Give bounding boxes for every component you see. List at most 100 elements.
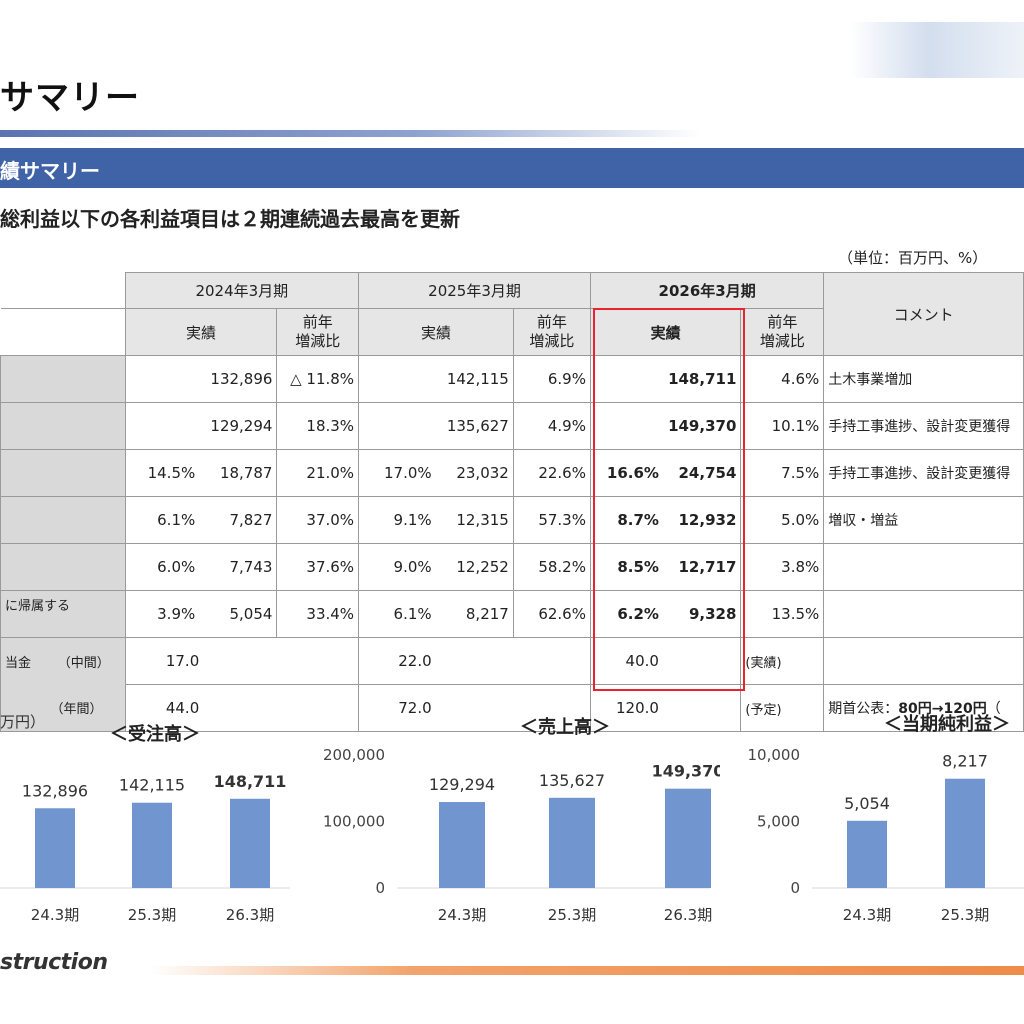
comment-cell <box>823 590 1024 638</box>
value-2026: 12,717 <box>662 543 742 591</box>
ratio-2025: 9.0% <box>358 543 436 591</box>
data-label: 149,370 <box>652 762 720 781</box>
value-2024: 5,054 <box>199 590 278 638</box>
data-label: 142,115 <box>119 776 185 795</box>
bar <box>132 802 172 888</box>
corner-cell <box>0 272 126 309</box>
table-row: 132,896 △ 11.8% 142,115 6.9% 148,711 4.6% 土木事業… <box>0 355 1024 403</box>
category-label: 24.3期 <box>438 906 486 924</box>
bar <box>230 798 270 888</box>
bar <box>945 778 985 888</box>
value-2025: 12,252 <box>435 543 514 591</box>
ratio-2026: 6.2% <box>589 590 663 638</box>
highlight-frame-2026 <box>593 308 745 691</box>
yoy-2026: 13.5% <box>740 590 825 638</box>
headline: 総利益以下の各利益項目は２期連続過去最高を更新 <box>0 207 460 231</box>
dividend-annual-2026: 120.0 <box>589 684 663 732</box>
bar <box>439 802 485 888</box>
dividend-annual-2025: 72.0 <box>358 684 436 732</box>
chart-title: ＜売上高＞ <box>520 717 610 738</box>
value-2025: 12,315 <box>435 496 514 544</box>
actual-header-2026: 実績 <box>589 308 742 356</box>
ratio-2024 <box>124 402 200 450</box>
yoy-2025: 22.6% <box>512 449 591 497</box>
bar <box>35 808 75 888</box>
interim-label: （中間） <box>57 655 110 671</box>
yoy-header-2025: 前年 増減比 <box>512 308 591 356</box>
category-label: 24.3期 <box>843 906 891 924</box>
ratio-2026 <box>589 355 663 403</box>
bar-chart: 200,000 100,000 0 129,294 24.3期 135,627 25.3期 1… <box>323 746 720 924</box>
table-row: 129,294 18.3% 135,627 4.9% 149,370 10.1% 手持工事進… <box>0 402 1024 450</box>
row-label: に帰属する <box>0 590 126 638</box>
y-tick-label: 0 <box>790 879 800 897</box>
yoy-header-2026: 前年 増減比 <box>740 308 825 356</box>
data-label: 135,627 <box>539 771 605 790</box>
ratio-2025 <box>358 355 436 403</box>
value-2024: 18,787 <box>199 449 278 497</box>
period-header-2024: 2024年3月期 <box>124 272 360 309</box>
yoy-header-2024: 前年 増減比 <box>276 308 360 356</box>
unit-note: （単位：百万円、%） <box>838 249 988 267</box>
table-row: 6.0% 7,743 37.6% 9.0% 12,252 58.2% 8.5% 12,717 3… <box>0 543 1024 591</box>
data-label: 8,217 <box>942 752 988 771</box>
data-label: 5,054 <box>844 794 890 813</box>
row-label <box>0 449 126 497</box>
ratio-2024: 3.9% <box>124 590 200 638</box>
chart-title: ＜当期純利益＞ <box>884 714 1010 735</box>
category-label: 24.3期 <box>31 906 79 924</box>
row-label <box>0 496 126 544</box>
dividend-label-interim: 当金 （中間） <box>0 637 126 685</box>
row-label <box>0 402 126 450</box>
yoy-2024: 21.0% <box>276 449 360 497</box>
yoy-2026: 3.8% <box>740 543 825 591</box>
dividend-label: 当金 <box>5 655 32 671</box>
category-label: 26.3期 <box>664 906 712 924</box>
dividend-annual-note: (予定) <box>740 684 825 732</box>
category-label: 25.3期 <box>548 906 596 924</box>
yoy-2024: 18.3% <box>276 402 360 450</box>
value-2025: 8,217 <box>435 590 514 638</box>
annual-label: （年間） <box>50 702 103 718</box>
table-row: 14.5% 18,787 21.0% 17.0% 23,032 22.6% 16.6% 24,… <box>0 449 1024 497</box>
company-logo: struction <box>0 950 108 975</box>
yoy-2026: 4.6% <box>740 355 825 403</box>
value-2026: 9,328 <box>662 590 742 638</box>
footer-rule <box>150 966 1024 975</box>
ratio-2025 <box>358 402 436 450</box>
row-label <box>0 543 126 591</box>
dividend-comment: 期首公表：80円→120円（ <box>823 684 1024 732</box>
y-tick-label: 0 <box>375 879 385 897</box>
value-2026: 24,754 <box>662 449 742 497</box>
yoy-2026: 10.1% <box>740 402 825 450</box>
comment-cell: 土木事業増加 <box>823 355 1024 403</box>
ratio-2025: 6.1% <box>358 590 436 638</box>
bar-chart: 10,000 5,000 0 5,054 24.3期 8,217 25.3期 <box>748 746 1024 924</box>
actual-header-2025: 実績 <box>358 308 514 356</box>
value-2024: 7,743 <box>199 543 278 591</box>
yoy-2024: 37.0% <box>276 496 360 544</box>
yoy-2026: 5.0% <box>740 496 825 544</box>
ratio-2026 <box>589 402 663 450</box>
corner-cell-2 <box>0 308 126 356</box>
period-header-2025: 2025年3月期 <box>358 272 591 309</box>
yoy-2024: 33.4% <box>276 590 360 638</box>
bar <box>847 820 887 888</box>
yoy-2025: 62.6% <box>512 590 591 638</box>
table-row: に帰属する 3.9% 5,054 33.4% 6.1% 8,217 62.6% 6.2% 9,3… <box>0 590 1024 638</box>
yoy-2024: △ 11.8% <box>276 355 360 403</box>
ratio-2024: 14.5% <box>124 449 200 497</box>
y-axis-unit: 万円） <box>0 713 45 731</box>
value-2025: 23,032 <box>435 449 514 497</box>
bar <box>665 788 711 888</box>
yoy-2025: 58.2% <box>512 543 591 591</box>
dividend-interim-2025: 22.0 <box>358 637 436 685</box>
comment-cell: 手持工事進捗、設計変更獲得 <box>823 449 1024 497</box>
yoy-2025: 4.9% <box>512 402 591 450</box>
data-label: 129,294 <box>429 775 495 794</box>
period-header-2026: 2026年3月期 <box>589 272 825 309</box>
value-2024: 7,827 <box>199 496 278 544</box>
y-tick-label: 200,000 <box>323 746 385 764</box>
comment-cell <box>823 543 1024 591</box>
ratio-2026: 8.5% <box>589 543 663 591</box>
